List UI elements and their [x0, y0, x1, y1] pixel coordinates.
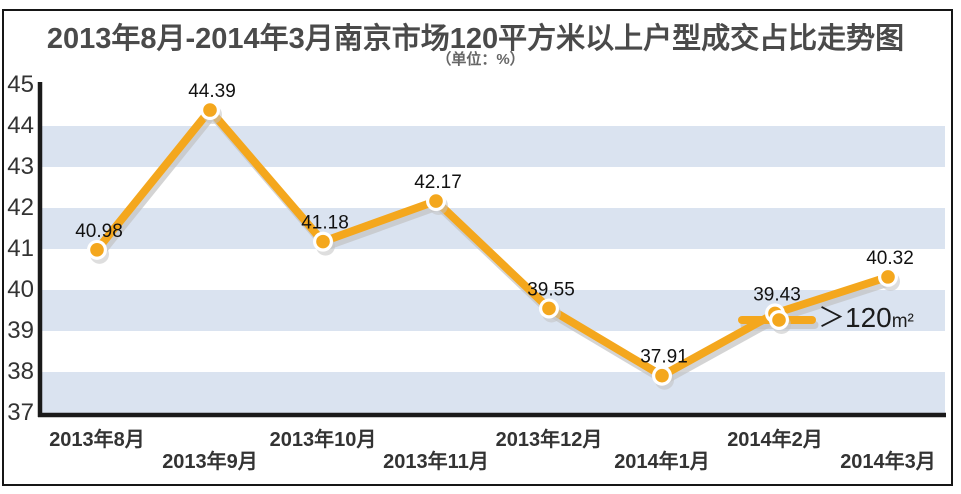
series-legend-label: ＞120m² — [818, 302, 914, 338]
data-point-marker — [542, 301, 556, 316]
data-point-marker — [429, 194, 443, 208]
y-tick-label: 43 — [7, 153, 34, 180]
legend-size-text: 120 — [845, 302, 892, 333]
grid-band — [42, 208, 945, 249]
data-point-marker — [881, 270, 895, 284]
data-point-value: 40.32 — [866, 248, 914, 269]
data-point-value: 40.98 — [75, 221, 123, 242]
x-tick-label: 2013年9月 — [162, 451, 258, 473]
x-tick-label: 2013年11月 — [383, 451, 489, 473]
x-tick-label: 2014年1月 — [614, 451, 710, 473]
y-tick-label: 41 — [7, 235, 34, 262]
chart-unit-label: （单位：%） — [436, 51, 525, 68]
data-point-marker — [90, 243, 104, 257]
data-point-value: 39.55 — [527, 279, 575, 300]
chart-title: 2013年8月-2014年3月南京市场120平方米以上户型成交占比走势图 — [46, 23, 905, 55]
x-tick-label: 2014年3月 — [840, 451, 936, 473]
data-point-marker — [203, 103, 217, 117]
data-point-value: 41.18 — [301, 213, 349, 234]
data-point-value: 44.39 — [188, 81, 236, 102]
y-tick-label: 37 — [7, 399, 34, 426]
y-tick-label: 40 — [7, 276, 34, 303]
legend-unit-text: m² — [891, 311, 914, 332]
y-tick-label: 42 — [7, 194, 34, 221]
y-tick-label: 45 — [7, 71, 34, 98]
data-point-marker — [655, 368, 669, 383]
legend-gt-symbol: ＞ — [818, 303, 845, 333]
x-tick-label: 2013年10月 — [269, 429, 377, 451]
y-tick-label: 39 — [7, 317, 34, 344]
y-tick-label: 44 — [7, 112, 34, 139]
x-tick-label: 2013年12月 — [495, 429, 603, 451]
data-point-value: 42.17 — [414, 172, 462, 193]
data-point-value: 39.43 — [753, 284, 801, 305]
data-point-marker — [316, 234, 330, 249]
y-tick-label: 38 — [7, 358, 34, 385]
grid-band — [42, 372, 945, 413]
data-point-value: 37.91 — [640, 347, 688, 368]
x-tick-label: 2013年8月 — [49, 429, 145, 451]
legend-key-marker — [772, 313, 786, 327]
x-tick-label: 2014年2月 — [727, 429, 823, 451]
